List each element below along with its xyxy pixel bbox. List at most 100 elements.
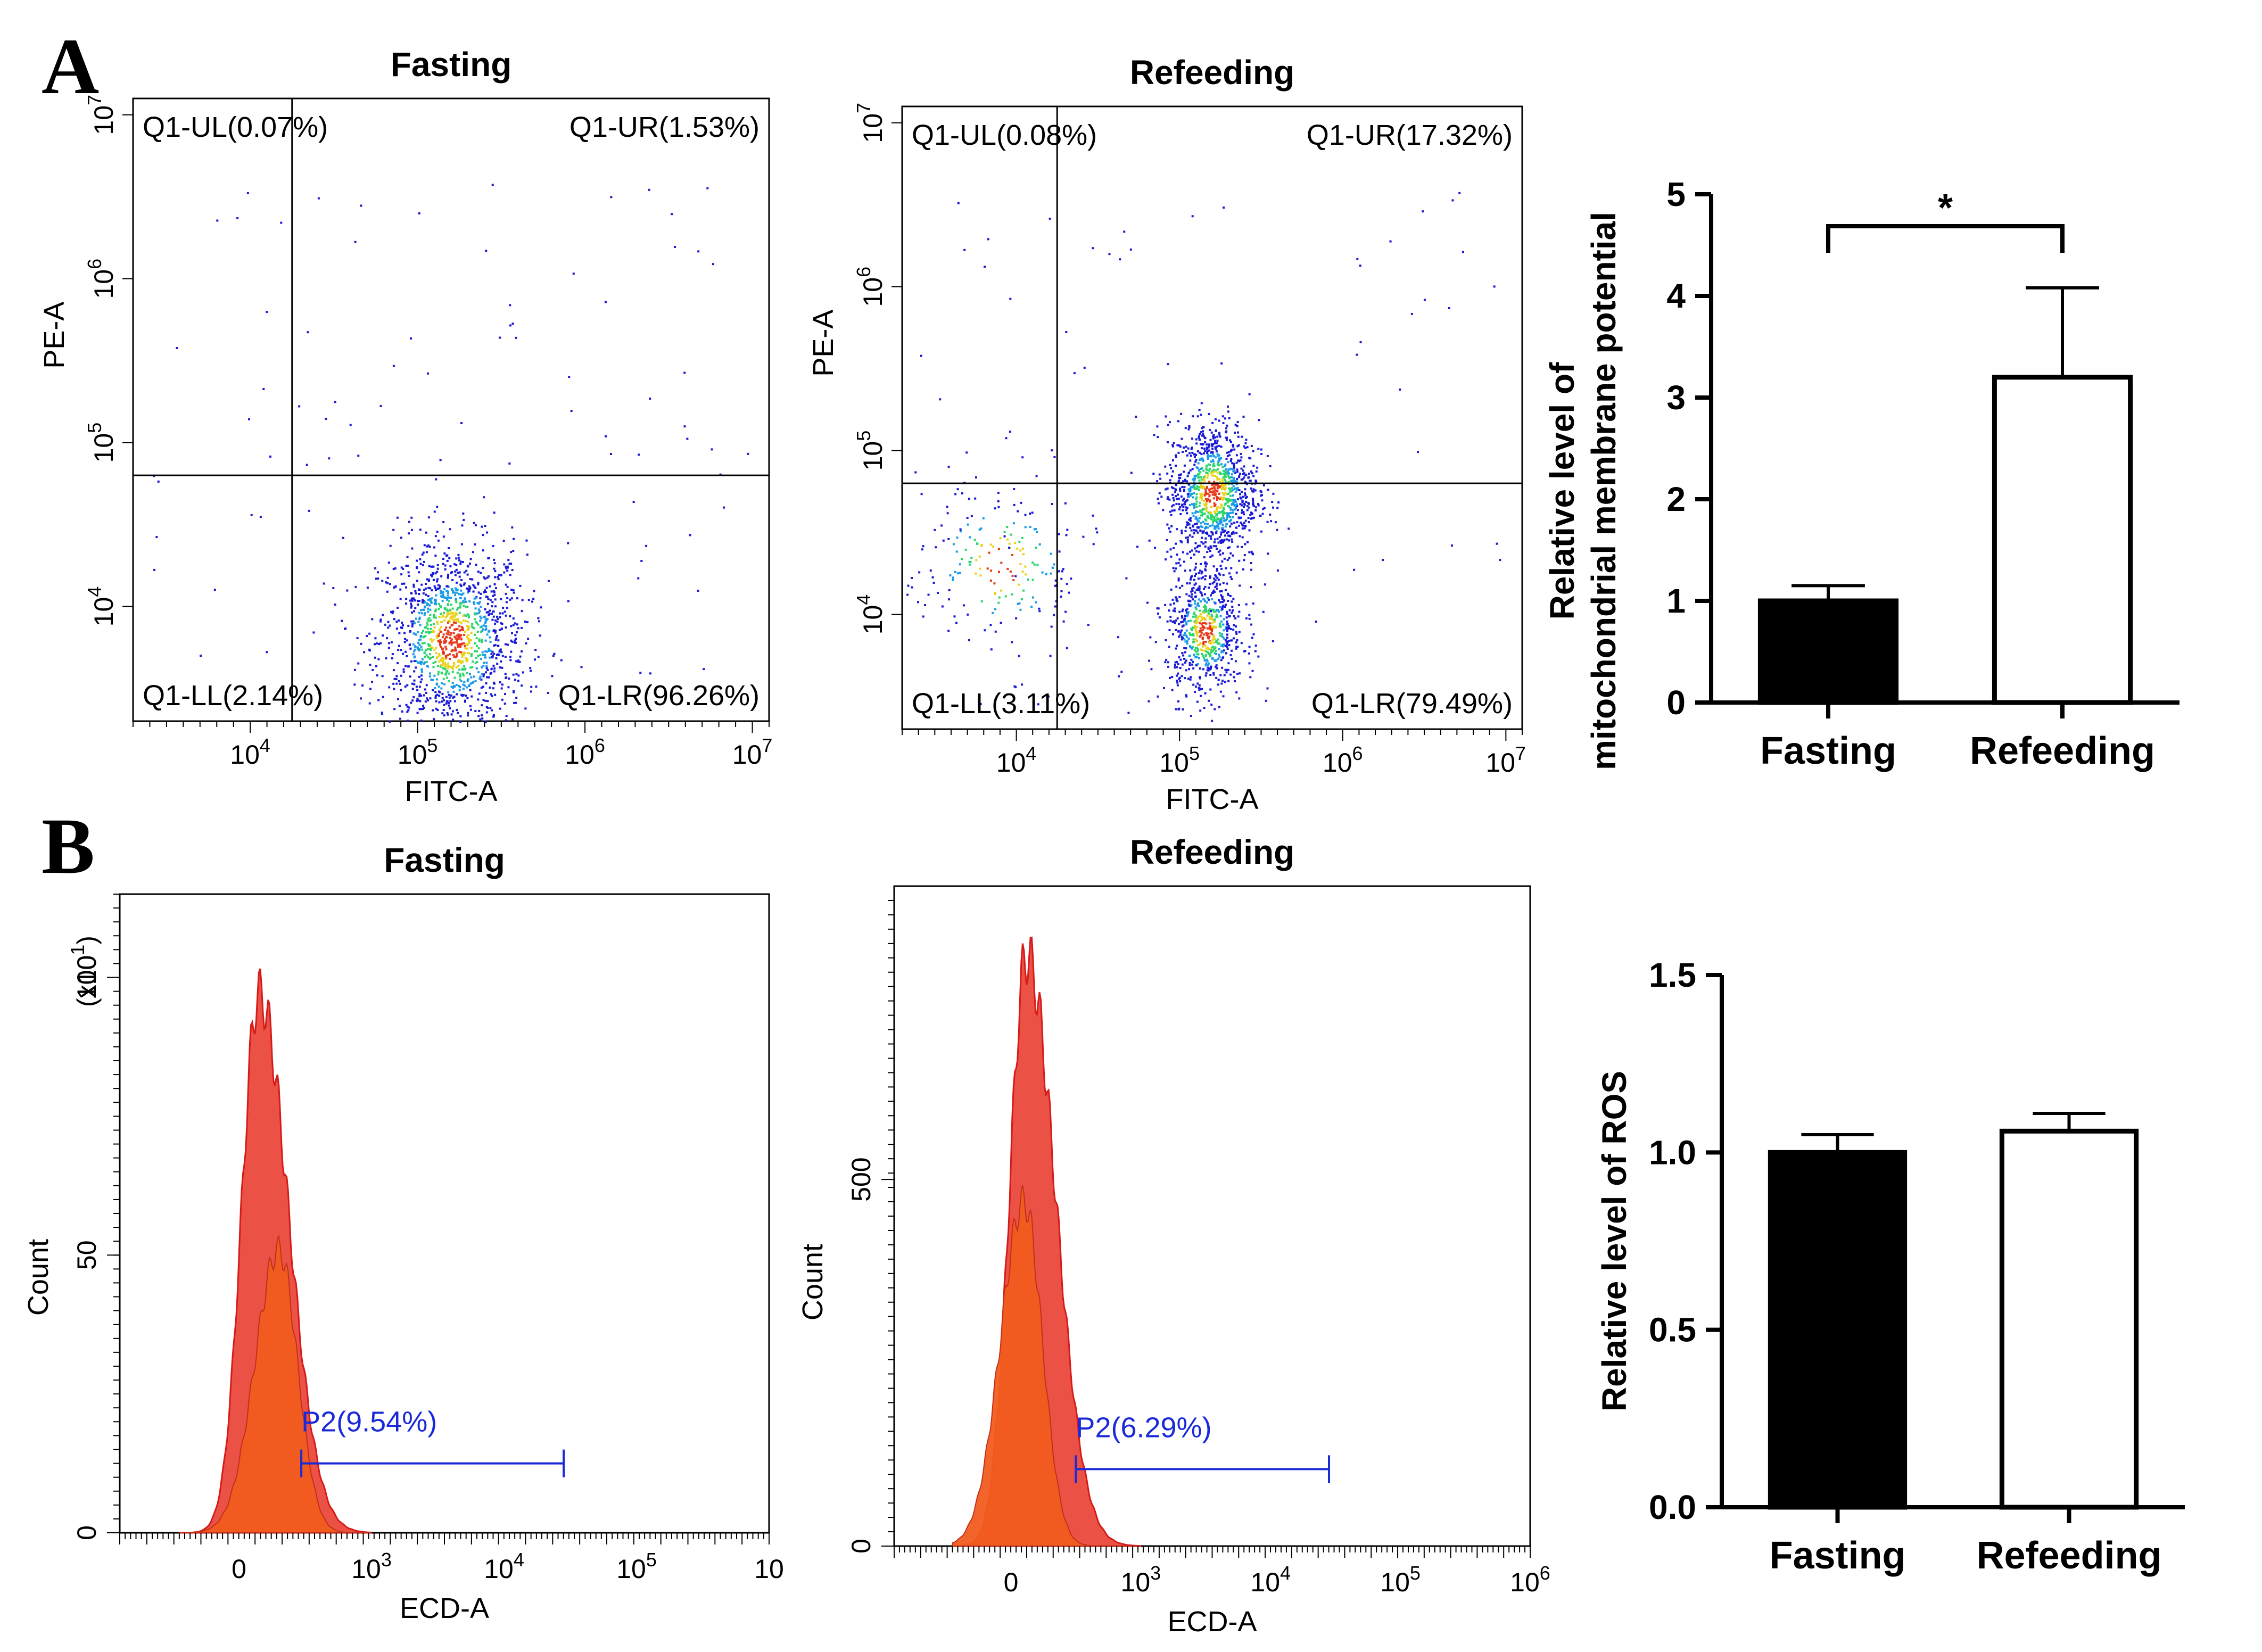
event-dot	[1201, 487, 1204, 490]
event-dot	[1209, 688, 1212, 691]
quadrant-label-ur: Q1-UR(17.32%)	[1307, 119, 1513, 151]
event-dot	[1204, 518, 1207, 521]
event-dot	[444, 638, 447, 640]
event-dot	[462, 674, 465, 677]
event-dot	[1255, 470, 1258, 473]
event-dot	[477, 623, 480, 626]
event-dot	[1221, 528, 1224, 531]
event-dot	[489, 640, 492, 643]
event-dot	[1229, 460, 1232, 462]
event-dot	[506, 585, 509, 588]
event-dot	[1198, 473, 1201, 476]
histogram-refeeding: P2(6.29%)0 103 104 105 1060500RefeedingECD-A…	[797, 833, 1550, 1638]
event-dot	[462, 694, 465, 697]
event-dot	[1226, 532, 1228, 534]
event-dot	[409, 630, 411, 633]
y-tick-label: 106	[853, 267, 888, 307]
event-dot	[435, 647, 437, 649]
event-dot	[454, 648, 457, 651]
event-dot	[1209, 575, 1212, 578]
event-dot	[1207, 637, 1210, 639]
event-dot	[486, 618, 489, 621]
y-axis-label: mitochondrial membrane potential	[1584, 212, 1623, 770]
event-dot	[395, 682, 398, 685]
event-dot	[1226, 645, 1228, 648]
event-dot	[1226, 641, 1229, 643]
event-dot	[478, 612, 481, 614]
event-dot	[1250, 561, 1252, 564]
event-dot	[1196, 415, 1199, 418]
event-dot	[514, 639, 516, 642]
event-dot	[1172, 487, 1175, 490]
event-dot	[472, 681, 475, 683]
event-dot	[432, 679, 434, 681]
event-dot	[1209, 674, 1212, 676]
event-dot	[1174, 596, 1177, 599]
event-dot	[1192, 484, 1195, 487]
event-dot	[1018, 583, 1020, 586]
event-dot	[1206, 660, 1209, 663]
event-dot	[1188, 664, 1191, 666]
event-dot	[1185, 612, 1188, 614]
event-dot	[1210, 547, 1212, 549]
event-dot	[1213, 635, 1216, 638]
event-dot	[961, 492, 963, 494]
event-dot	[1226, 455, 1229, 458]
event-dot	[521, 650, 523, 652]
event-dot	[452, 690, 455, 693]
event-dot	[1240, 456, 1243, 459]
event-dot	[455, 666, 458, 668]
event-dot	[1209, 511, 1212, 514]
event-dot	[1218, 654, 1220, 656]
event-dot	[1252, 450, 1254, 452]
event-dot	[493, 562, 496, 565]
event-dot	[391, 653, 394, 656]
event-dot	[1209, 513, 1212, 515]
event-dot	[485, 667, 488, 670]
event-dot	[472, 584, 475, 587]
event-dot	[1226, 620, 1228, 623]
event-dot	[1213, 442, 1216, 444]
event-dot	[1169, 464, 1171, 466]
event-dot	[418, 588, 420, 591]
event-dot	[510, 639, 513, 642]
event-dot	[432, 638, 435, 641]
event-dot	[1206, 551, 1209, 554]
event-dot	[448, 613, 451, 615]
event-dot	[1213, 517, 1216, 520]
event-dot	[434, 535, 437, 538]
event-dot	[399, 598, 402, 600]
event-dot	[1222, 422, 1225, 425]
event-dot	[399, 717, 401, 720]
event-dot	[445, 648, 448, 651]
event-dot	[403, 641, 406, 643]
event-dot	[447, 592, 449, 594]
event-dot	[1216, 464, 1219, 466]
event-dot	[511, 640, 514, 643]
event-dot	[1192, 641, 1195, 643]
event-dot	[460, 680, 463, 683]
event-dot	[1217, 506, 1219, 509]
event-dot	[1186, 642, 1188, 645]
event-dot	[414, 590, 417, 592]
event-dot	[1235, 454, 1238, 457]
event-dot	[1035, 547, 1037, 549]
event-dot	[1206, 509, 1208, 512]
event-dot	[354, 241, 357, 243]
event-dot	[1003, 535, 1006, 538]
event-dot	[1198, 479, 1201, 482]
event-dot	[1251, 552, 1254, 555]
event-dot	[441, 672, 443, 675]
event-dot	[1236, 425, 1239, 427]
event-dot	[384, 581, 387, 584]
event-dot	[1193, 453, 1195, 456]
event-dot	[448, 596, 451, 599]
event-dot	[1211, 625, 1213, 628]
event-dot	[1172, 497, 1175, 499]
y-tick-label: 106	[84, 259, 119, 299]
event-dot	[1240, 491, 1243, 493]
event-dot	[481, 717, 484, 720]
event-dot	[1248, 617, 1251, 620]
event-dot	[472, 626, 474, 629]
event-dot	[1209, 652, 1211, 655]
